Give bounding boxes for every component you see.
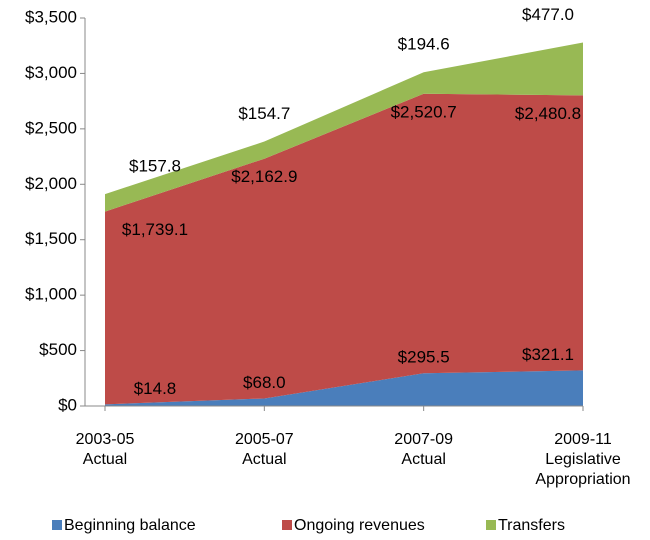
y-tick-label: $3,500	[25, 7, 77, 26]
legend-label: Beginning balance	[64, 517, 196, 534]
data-label: $194.6	[398, 35, 450, 54]
x-tick-label: Appropriation	[535, 471, 630, 488]
x-tick-label: 2009-11	[554, 431, 612, 448]
data-label: $157.8	[129, 157, 181, 176]
y-tick-label: $1,000	[25, 285, 77, 304]
x-tick-label: Legislative	[545, 451, 621, 468]
y-tick-label: $500	[39, 340, 77, 359]
x-tick-label: Actual	[83, 451, 127, 468]
x-tick-label: Actual	[242, 451, 286, 468]
legend-label: Ongoing revenues	[294, 517, 425, 534]
data-label: $321.1	[522, 345, 574, 364]
data-label: $295.5	[398, 348, 450, 367]
y-tick-label: $1,500	[25, 229, 77, 248]
x-tick-label: 2005-07	[235, 431, 294, 448]
legend-label: Transfers	[498, 517, 565, 534]
y-tick-label: $2,500	[25, 118, 77, 137]
data-label: $68.0	[243, 373, 286, 392]
data-label: $2,520.7	[391, 102, 457, 121]
legend-swatch	[52, 520, 62, 530]
data-label: $154.7	[238, 104, 290, 123]
x-tick-label: 2007-09	[394, 431, 453, 448]
data-label: $477.0	[522, 5, 574, 24]
data-label: $2,480.8	[515, 104, 581, 123]
y-tick-label: $0	[58, 395, 77, 414]
legend-swatch	[486, 520, 496, 530]
data-label: $14.8	[134, 379, 177, 398]
area	[105, 93, 583, 405]
x-tick-label: Actual	[401, 451, 445, 468]
y-tick-label: $2,000	[25, 174, 77, 193]
x-tick-label: 2003-05	[76, 431, 135, 448]
area	[105, 370, 583, 406]
y-tick-label: $3,000	[25, 63, 77, 82]
data-label: $2,162.9	[231, 167, 297, 186]
area	[105, 42, 583, 212]
data-label: $1,739.1	[122, 220, 188, 239]
legend-swatch	[282, 520, 292, 530]
